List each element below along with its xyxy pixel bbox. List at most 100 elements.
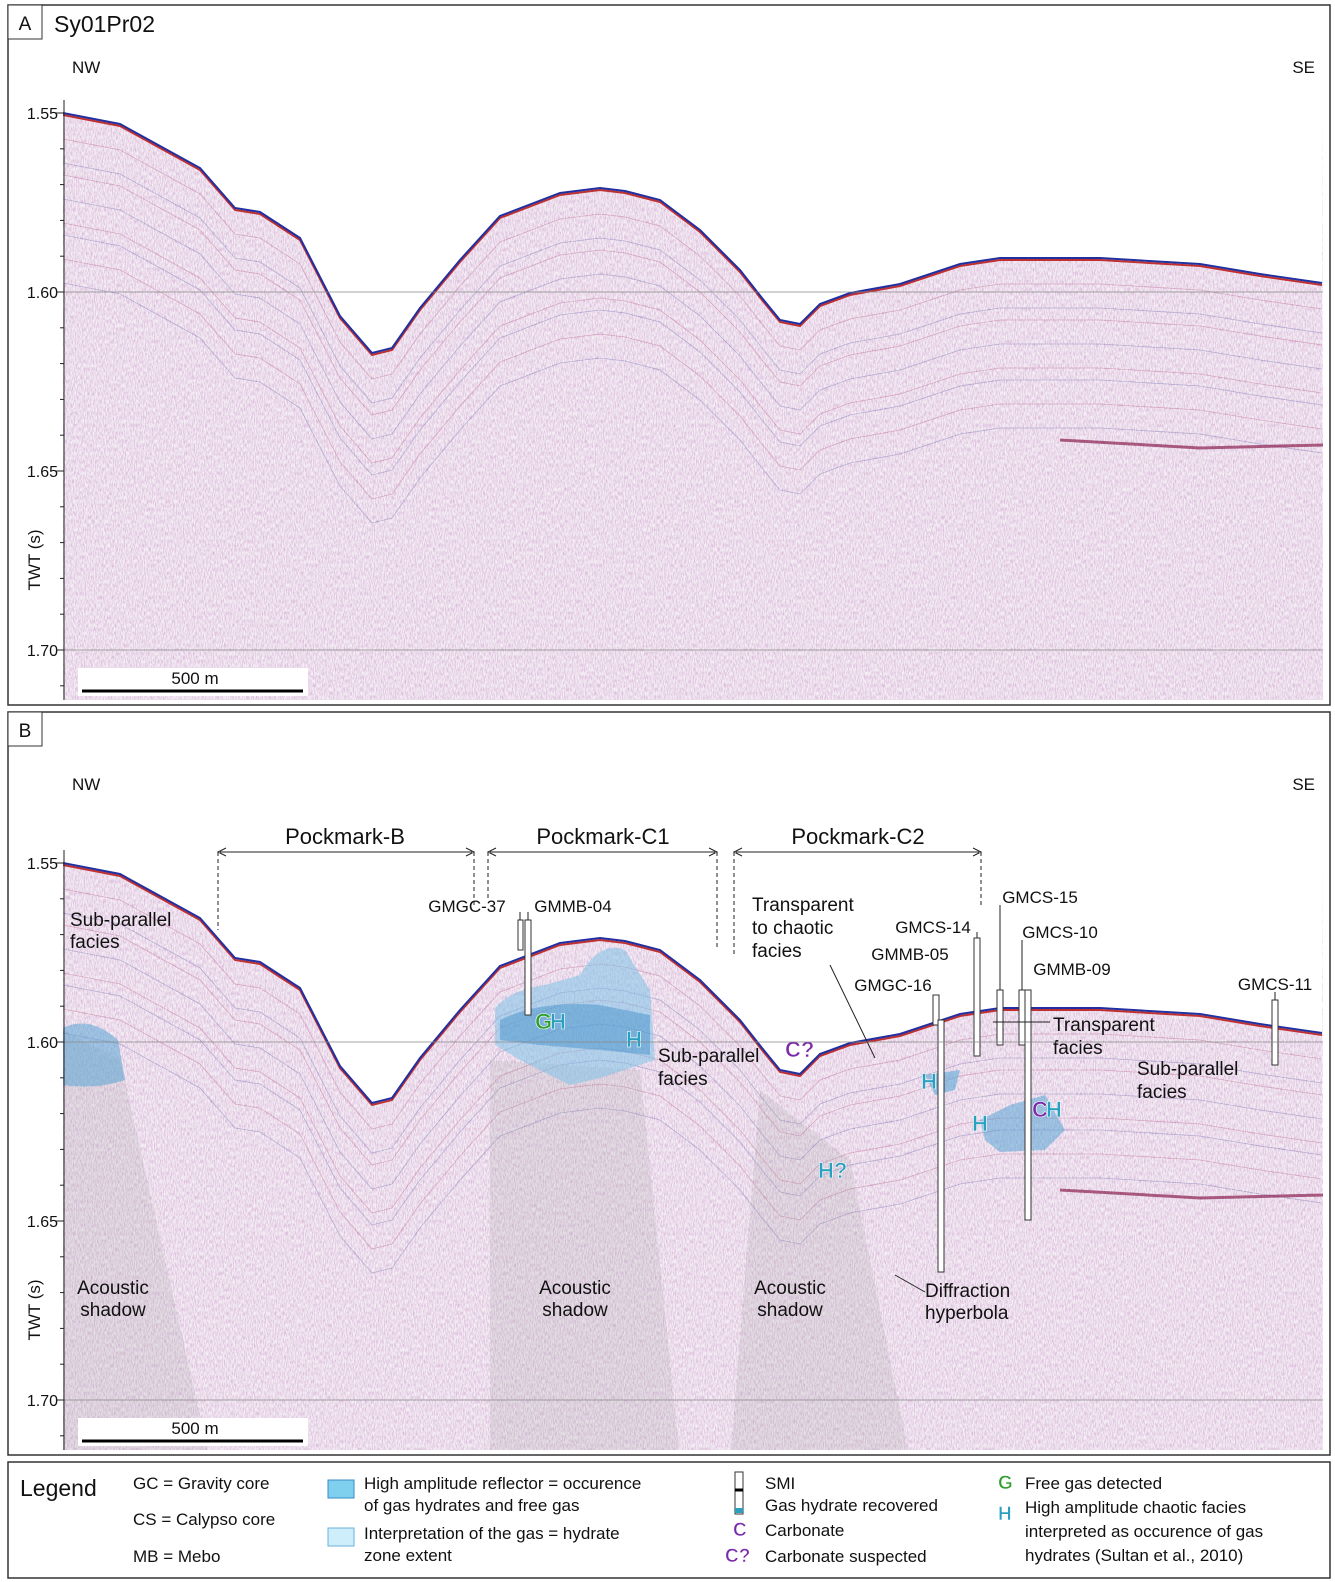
seafloor [63, 112, 1323, 355]
core-label: GMCS-15 [1002, 888, 1078, 907]
legend-text: Interpretation of the gas = hydrate [364, 1524, 620, 1543]
y-tick-label: 1.60 [27, 1035, 58, 1052]
y-axis-label: TWT (s) [25, 1279, 44, 1340]
core [937, 1019, 945, 1273]
y-tick-label: 1.65 [27, 464, 58, 481]
annotation: Sub-parallel [1137, 1059, 1238, 1080]
legend-text: zone extent [364, 1546, 452, 1565]
interpretation-overlay [63, 947, 1065, 1450]
annotation: shadow [80, 1300, 146, 1321]
seismic-section [63, 850, 1323, 1450]
seafloor [63, 114, 1323, 357]
legend-text: of gas hydrates and free gas [364, 1496, 579, 1515]
reflector [63, 258, 1323, 500]
core-label: GMMB-04 [534, 897, 611, 916]
core-label: GMGC-16 [854, 976, 931, 995]
acoustic-shadow [490, 1060, 679, 1450]
reflector [63, 888, 1323, 1130]
acoustic-shadow [730, 1090, 908, 1450]
core [973, 937, 981, 1057]
hydrate-symbol: H [972, 1111, 988, 1136]
annotation: Diffraction [925, 1281, 1010, 1302]
legend-title: Legend [20, 1475, 97, 1501]
reflector [63, 1032, 1323, 1274]
core-label: GMMB-09 [1033, 960, 1110, 979]
core-label: GMGC-37 [428, 897, 505, 916]
legend-text: hydrates (Sultan et al., 2010) [1025, 1546, 1243, 1565]
legend-frame [7, 1461, 1331, 1579]
gas-symbol: G [535, 1009, 552, 1034]
leader [894, 1274, 926, 1293]
panel-title: Sy01Pr02 [54, 11, 155, 37]
carbonate-symbol: C [1032, 1097, 1048, 1122]
core-leaders [519, 905, 1276, 1293]
reflector [63, 984, 1323, 1226]
annotation: shadow [757, 1300, 823, 1321]
legend-symbol: G [998, 1473, 1013, 1494]
y-tick-label: 1.70 [27, 643, 58, 660]
annotation: facies [70, 932, 120, 953]
water-column [63, 100, 1323, 355]
legend-text: High amplitude reflector = occurence [364, 1474, 641, 1493]
legend-swatch [327, 1479, 355, 1499]
legend-text: interpreted as occurence of gas [1025, 1522, 1263, 1541]
scale-bar-label: 500 m [171, 669, 218, 688]
pockmark-label: Pockmark-C1 [536, 824, 669, 849]
pockmark-brackets [216, 847, 983, 955]
core [1018, 989, 1026, 1046]
reflector [1059, 1188, 1323, 1200]
annotation: Sub-parallel [658, 1046, 759, 1067]
y-tick-label: 1.65 [27, 1214, 58, 1231]
reflector [63, 162, 1323, 404]
annotation: Acoustic [77, 1278, 149, 1299]
core [517, 919, 524, 951]
legend-text: MB = Mebo [133, 1547, 220, 1566]
annotation: facies [658, 1069, 708, 1090]
annotation: Transparent [1053, 1015, 1155, 1036]
legend-symbol: C? [725, 1546, 750, 1567]
legend-text: CS = Calypso core [133, 1510, 275, 1529]
leader [829, 964, 876, 1059]
reflector [63, 282, 1323, 524]
hydrate-zone-extent [495, 947, 655, 1085]
pockmark-label: Pockmark-B [285, 824, 405, 849]
core [996, 989, 1004, 1046]
direction-right: SE [1292, 58, 1315, 77]
panel-letter: A [19, 14, 32, 35]
legend-swatch [327, 1527, 355, 1547]
hydrate-zone [63, 1023, 125, 1087]
y-axis-label: TWT (s) [25, 529, 44, 590]
annotation: facies [1137, 1082, 1187, 1103]
annotation: Acoustic [539, 1278, 611, 1299]
hydrate-symbol: H? [818, 1158, 847, 1183]
legend-text: Gas hydrate recovered [765, 1496, 938, 1515]
annotation: to chaotic [752, 918, 833, 939]
direction-right: SE [1292, 775, 1315, 794]
hydrate-zone [980, 1095, 1065, 1152]
panel-letter: B [19, 721, 32, 742]
core [524, 919, 532, 1016]
panel-letter-box [7, 711, 43, 747]
core-label: GMMB-05 [871, 945, 948, 964]
legend-text: SMI [765, 1474, 795, 1493]
panel-frame [7, 4, 1331, 706]
pockmark-label: Pockmark-C2 [791, 824, 924, 849]
y-tick-label: 1.60 [27, 285, 58, 302]
panel-letter-box [7, 4, 43, 40]
legend-symbol: C [733, 1520, 747, 1541]
seafloor [63, 864, 1323, 1107]
annotation: hyperbola [925, 1303, 1009, 1324]
y-tick-label: 1.55 [27, 106, 58, 123]
reflector [63, 138, 1323, 380]
annotation: Transparent [752, 895, 854, 916]
annotation: Acoustic [754, 1278, 826, 1299]
y-tick-label: 1.55 [27, 856, 58, 873]
hydrate-symbol: H [921, 1069, 937, 1094]
seismic-section [63, 100, 1323, 700]
reflector [63, 174, 1323, 416]
arrow-heads [216, 847, 983, 857]
annotation: facies [1053, 1038, 1103, 1059]
annotation: facies [752, 941, 802, 962]
core [1271, 999, 1279, 1066]
